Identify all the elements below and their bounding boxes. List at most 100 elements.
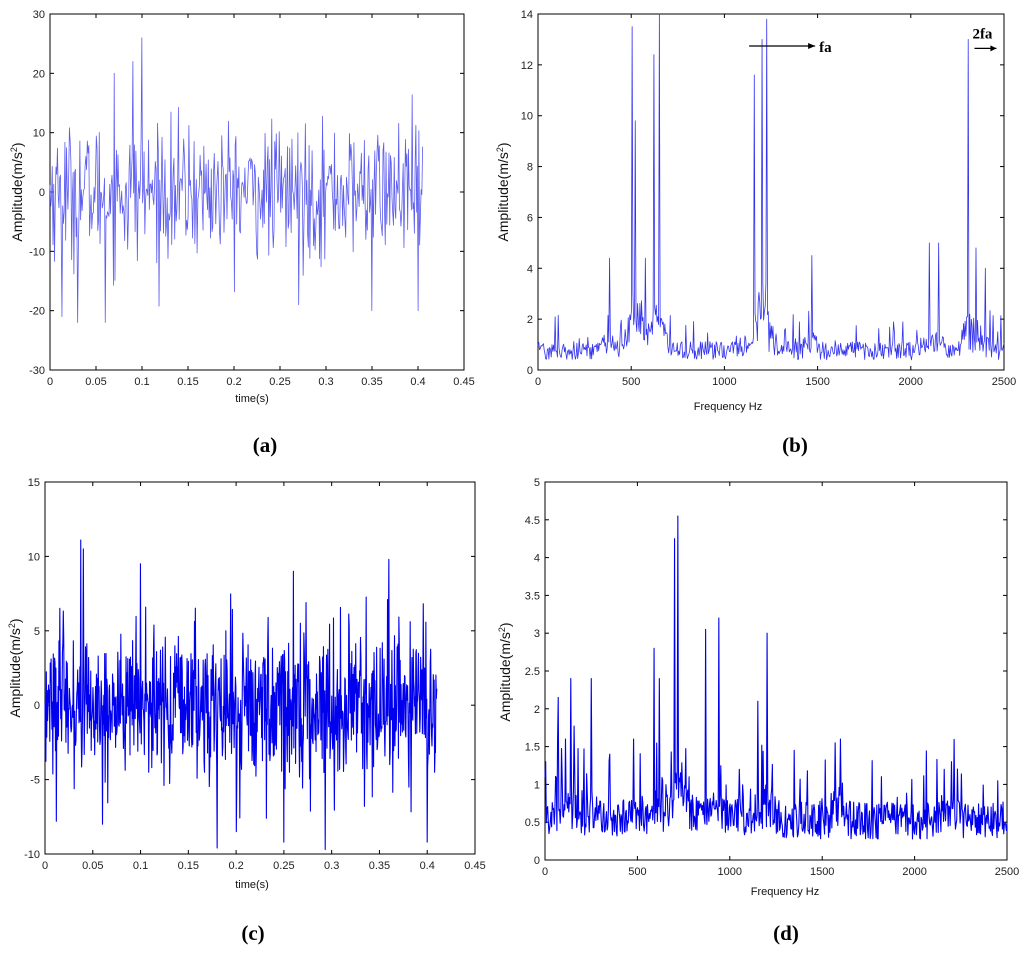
y-tick-label: 10 — [28, 551, 40, 563]
y-tick-label: 0 — [39, 187, 45, 199]
x-tick-label: 0 — [535, 376, 541, 388]
y-tick-label: 2.5 — [525, 666, 540, 678]
x-tick-label: 2000 — [899, 376, 923, 388]
x-tick-label: 0.3 — [324, 860, 339, 872]
axis-ticks-c: 0 0.05 0.1 0.15 0.2 0.25 0.3 0.35 0.4 0.45 -10 -5 0 5… — [24, 477, 486, 872]
panel-d: 0 500 1000 1500 2000 2500 0 0.5 1 1.5 2 2.5 3 3.5 4 4.5… — [497, 477, 1019, 945]
x-tick-label: 0.1 — [134, 376, 149, 388]
y-tick-label: 4 — [534, 553, 540, 565]
y-axis-label-a: Amplitude(m/s2) — [9, 142, 25, 241]
y-tick-label: 20 — [33, 68, 45, 80]
signal-series-a — [49, 37, 423, 323]
series-line — [544, 515, 1008, 840]
x-tick-label: 0 — [42, 860, 48, 872]
x-tick-label: 0.3 — [318, 376, 333, 388]
y-axis-label-d: Amplitude(m/s2) — [497, 622, 513, 721]
annotations-b: fa 2fa — [749, 26, 997, 56]
x-tick-label: 2000 — [902, 866, 926, 878]
y-tick-label: 0.5 — [525, 817, 540, 829]
x-tick-label: 500 — [628, 866, 646, 878]
y-tick-label: 0 — [527, 365, 533, 377]
x-tick-label: 0 — [542, 866, 548, 878]
x-tick-label: 0.25 — [269, 376, 290, 388]
x-tick-label: 0.4 — [420, 860, 435, 872]
x-axis-label-b: Frequency Hz — [694, 401, 762, 413]
series-line — [49, 37, 423, 323]
y-tick-label: -10 — [24, 849, 40, 861]
y-tick-label: 5 — [34, 626, 40, 638]
y-tick-label: 10 — [521, 111, 533, 123]
axis-ticks-a: 0 0.05 0.1 0.15 0.2 0.25 0.3 0.35 0.4 0.45 -30 -20 -… — [29, 9, 475, 388]
x-tick-label: 0.2 — [226, 376, 241, 388]
x-tick-label: 0.25 — [273, 860, 294, 872]
x-tick-label: 0.2 — [228, 860, 243, 872]
signal-series-c — [44, 539, 438, 851]
x-tick-label: 0.05 — [82, 860, 103, 872]
x-axis-label-c: time(s) — [235, 879, 269, 891]
plot-area-b — [537, 13, 1005, 371]
annotation-arrowhead — [990, 45, 997, 52]
y-tick-label: 8 — [527, 162, 533, 174]
series-line — [44, 539, 438, 851]
panel-caption-c: (c) — [241, 921, 264, 945]
x-tick-label: 1500 — [810, 866, 834, 878]
y-tick-label: 12 — [521, 60, 533, 72]
spectrum-series-b — [537, 13, 1005, 361]
y-tick-label: 3.5 — [525, 590, 540, 602]
x-tick-label: 0.1 — [133, 860, 148, 872]
plot-area-a — [49, 13, 465, 371]
y-axis-label-b: Amplitude(m/s2) — [495, 142, 511, 241]
x-axis-label-a: time(s) — [235, 393, 269, 405]
x-tick-label: 1000 — [718, 866, 742, 878]
x-tick-label: 0.45 — [453, 376, 474, 388]
y-tick-label: 6 — [527, 212, 533, 224]
x-axis-label-d: Frequency Hz — [751, 886, 819, 898]
y-tick-label: -5 — [30, 775, 40, 787]
panel-caption-d: (d) — [773, 921, 799, 945]
y-tick-label: 2 — [534, 704, 540, 716]
x-tick-label: 0.15 — [178, 860, 199, 872]
spectrum-series-d — [544, 515, 1008, 840]
x-tick-label: 0.35 — [369, 860, 390, 872]
y-tick-label: -10 — [29, 246, 45, 258]
y-tick-label: 2 — [527, 314, 533, 326]
y-tick-label: 1 — [534, 779, 540, 791]
x-tick-label: 0.05 — [85, 376, 106, 388]
y-tick-label: 4.5 — [525, 515, 540, 527]
y-tick-label: 14 — [521, 9, 533, 21]
y-tick-label: 15 — [28, 477, 40, 489]
x-tick-label: 2500 — [995, 866, 1019, 878]
y-tick-label: -20 — [29, 306, 45, 318]
x-tick-label: 2500 — [992, 376, 1016, 388]
x-tick-label: 1000 — [712, 376, 736, 388]
y-tick-label: 1.5 — [525, 742, 540, 754]
y-tick-label: 5 — [534, 477, 540, 489]
x-tick-label: 1500 — [805, 376, 829, 388]
y-tick-label: -30 — [29, 365, 45, 377]
x-tick-label: 500 — [622, 376, 640, 388]
y-tick-label: 0 — [534, 855, 540, 867]
panel-caption-b: (b) — [782, 433, 808, 457]
y-tick-label: 10 — [33, 128, 45, 140]
x-tick-label: 0.15 — [177, 376, 198, 388]
axis-ticks-d: 0 500 1000 1500 2000 2500 0 0.5 1 1.5 2 2.5 3 3.5 4 4.5… — [525, 477, 1020, 878]
series-line — [537, 13, 1005, 361]
y-tick-label: 3 — [534, 628, 540, 640]
x-tick-label: 0 — [47, 376, 53, 388]
x-tick-label: 0.4 — [410, 376, 425, 388]
y-tick-label: 30 — [33, 9, 45, 21]
panel-c: 0 0.05 0.1 0.15 0.2 0.25 0.3 0.35 0.4 0.45 -10 -5 0 5… — [7, 477, 486, 945]
y-tick-label: 4 — [527, 263, 533, 275]
annotation-arrowhead — [808, 42, 816, 49]
x-tick-label: 0.45 — [464, 860, 485, 872]
x-tick-label: 0.35 — [361, 376, 382, 388]
annotation-label: 2fa — [972, 26, 992, 42]
axis-ticks-b: 0 500 1000 1500 2000 2500 0 2 4 6 8 10 12 14 — [521, 9, 1016, 388]
y-axis-label-c: Amplitude(m/s2) — [7, 618, 23, 717]
panel-b: 0 500 1000 1500 2000 2500 0 2 4 6 8 10 12 14 fa 2fa Fr… — [495, 9, 1016, 457]
y-tick-label: 0 — [34, 700, 40, 712]
annotation-label: fa — [819, 40, 832, 56]
panel-a: 0 0.05 0.1 0.15 0.2 0.25 0.3 0.35 0.4 0.45 -30 -20 -… — [9, 9, 475, 457]
plot-area-c — [44, 481, 476, 855]
